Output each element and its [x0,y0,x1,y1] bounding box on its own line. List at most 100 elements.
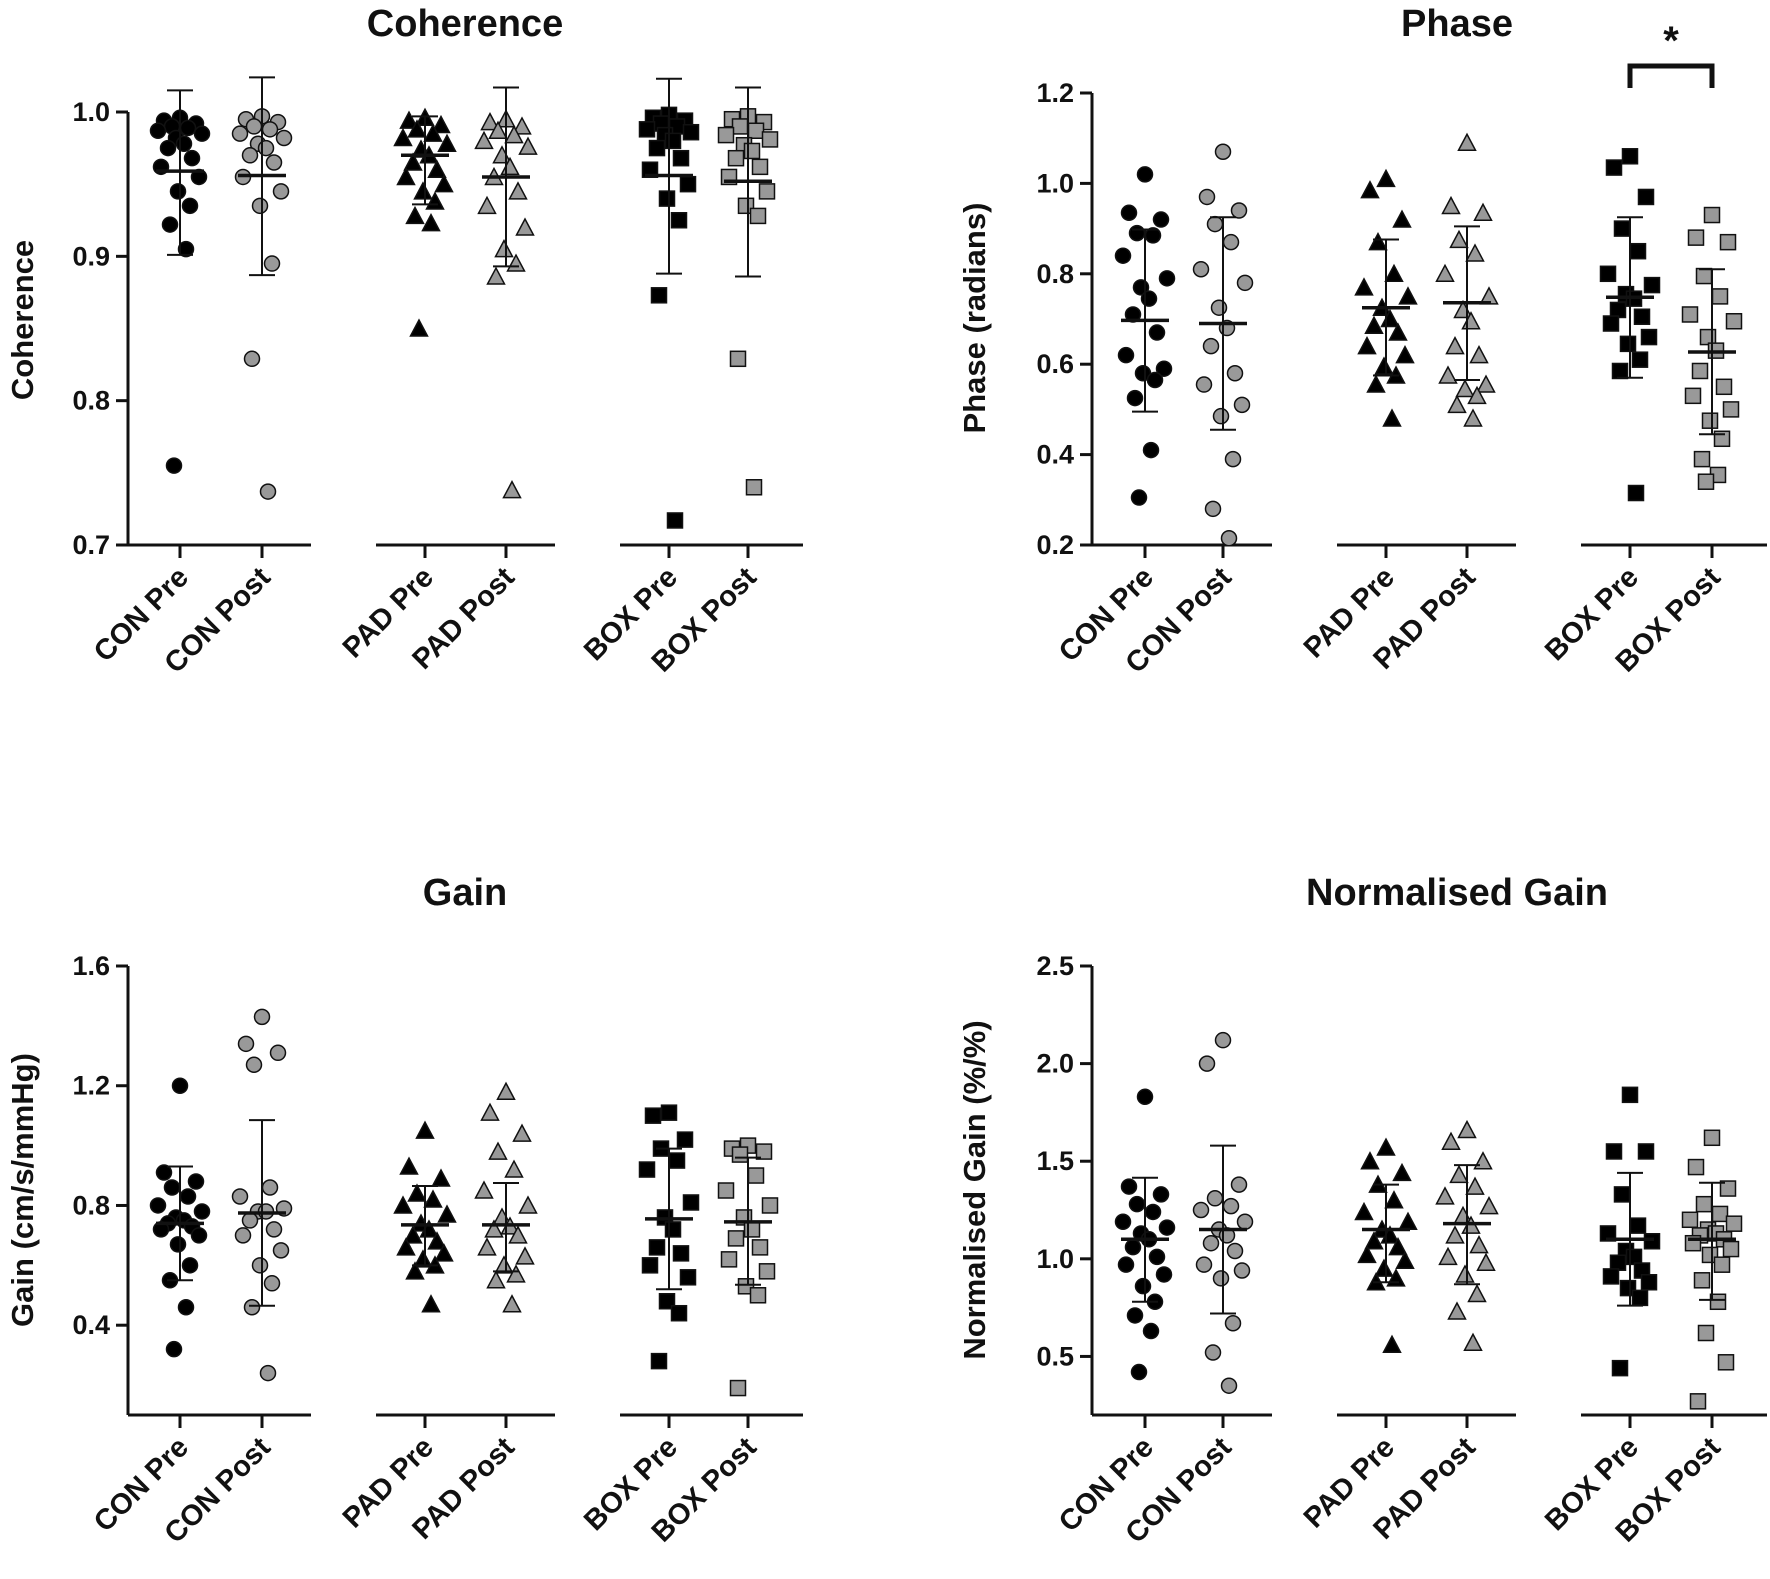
data-point [1374,1258,1394,1277]
data-point [512,1123,532,1142]
data-point [502,1294,522,1313]
data-point [1374,356,1394,375]
series-box-post [1681,206,1743,490]
data-point [263,255,281,272]
data-point [682,1194,700,1211]
data-point [1388,322,1408,341]
data-point [1445,1225,1465,1244]
data-point [427,1231,447,1250]
y-tick-label: 1.6 [72,951,110,981]
data-point [1602,1268,1620,1285]
data-point [1198,1055,1216,1072]
data-point [261,121,279,138]
data-point [257,139,275,157]
data-point [1725,313,1743,330]
data-point [484,1219,504,1238]
data-point [399,1156,419,1175]
significance-bracket [1627,63,1715,88]
data-point [488,120,508,140]
data-point [727,1230,745,1247]
data-point [413,181,433,200]
data-point [1398,286,1418,305]
data-point [234,1227,252,1244]
data-point [1146,371,1164,389]
data-point [1719,233,1737,251]
data-point [1441,195,1461,215]
data-point [486,266,506,285]
data-point [1621,148,1639,165]
data-point [1473,1151,1493,1170]
data-point [1457,1119,1477,1139]
data-point [1210,299,1228,316]
data-point [1609,1254,1627,1271]
data-point [1605,159,1623,176]
data-point [245,1056,263,1074]
data-point [761,131,779,148]
y-tick-label: 1.0 [72,97,110,127]
y-axis-label: Coherence [5,240,40,400]
data-point [407,119,427,138]
data-point [265,154,283,171]
data-point [666,512,684,529]
data-point [1717,1354,1735,1371]
data-point [1142,441,1160,459]
data-point [1236,274,1254,292]
data-point [668,1152,686,1169]
data-point [1611,1359,1629,1377]
data-point [1202,1234,1220,1252]
data-point [1368,232,1388,251]
data-point [1438,365,1458,384]
data-point [731,1146,749,1163]
data-point [159,139,177,157]
data-point [727,149,745,167]
data-point [492,145,512,164]
data-point [431,1168,451,1187]
data-point [1126,1307,1144,1324]
data-point [1613,220,1631,237]
series-con-post [1192,1031,1254,1394]
data-point [190,1227,208,1244]
data-point [149,1197,167,1214]
data-point [1158,270,1176,287]
data-point [1703,206,1721,224]
data-point [399,110,419,129]
data-point [477,195,497,215]
data-point [421,1294,441,1313]
data-point [1449,229,1469,249]
data-point [237,1035,255,1053]
data-point [193,1203,211,1220]
y-tick-label: 0.8 [72,386,110,416]
data-point [393,1195,413,1214]
data-point [1631,1289,1649,1307]
data-point [1128,224,1146,242]
data-point [272,1242,290,1259]
data-point [648,1239,666,1256]
data-point [747,122,765,140]
data-point [494,239,514,258]
series-pad-pre [1354,1137,1418,1353]
data-point [165,1340,183,1358]
data-point [1136,166,1154,183]
data-point [1142,1322,1160,1340]
data-point [1224,450,1242,468]
data-point [1220,1377,1238,1394]
y-tick-label: 2.5 [1036,951,1074,981]
data-point [747,1167,765,1184]
data-point [1619,335,1637,353]
data-point [474,1180,494,1199]
series-con-post [231,76,293,500]
y-tick-label: 0.4 [72,1310,110,1340]
series-box-pre [1599,148,1661,502]
data-point [423,1189,443,1208]
data-point [1155,360,1173,377]
chart-panel-normalised-gain: Normalised Gain Normalised Gain (%/%) 0.5 1… [957,872,1767,1550]
data-point [1703,1129,1721,1147]
data-point [1441,1131,1461,1150]
data-point [179,119,197,137]
data-point [1360,180,1380,199]
data-point [679,1269,697,1286]
data-point [423,123,443,142]
data-point [477,1237,497,1256]
data-point [1621,1086,1639,1104]
